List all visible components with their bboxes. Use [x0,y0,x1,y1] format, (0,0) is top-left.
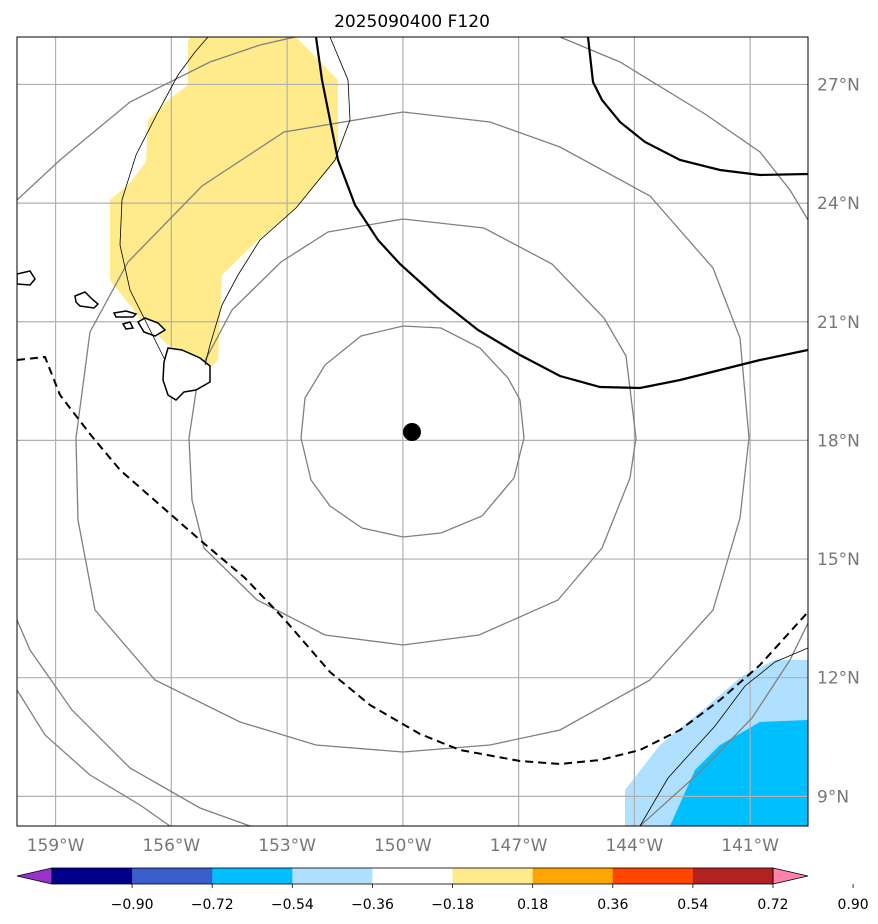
range-rings [17,37,808,826]
island-kauai [17,270,36,286]
solid-contour-northeast [586,37,808,177]
colorbar-segment [692,868,774,884]
lon-tick-label: 159°W [27,836,85,856]
colorbar-segment [612,868,694,884]
range-ring-5 [17,689,171,826]
lat-tick-label: 24°N [817,194,860,214]
boundary-lines [119,37,808,826]
colorbar-tick-labels: −0.90 −0.72 −0.54 −0.36 −0.18 0.18 0.36 0.54 0.7… [111,897,869,913]
lat-tick-label: 18°N [817,431,860,451]
colorbar-segment [372,868,454,884]
lon-tick-label: 147°W [490,836,548,856]
map-frame [16,36,809,827]
island-oahu [74,291,100,309]
colorbar-tick-label: 0.72 [757,897,788,913]
island-molokai [112,310,138,318]
lon-tick-label: 141°W [721,836,779,856]
colorbar-tick-label: −0.90 [111,897,154,913]
lat-tick-label: 12°N [817,669,860,689]
dashed-contour-lines [17,355,808,766]
storm-center-marker [403,423,421,441]
range-ring-2 [188,218,637,646]
lon-tick-label: 153°W [258,836,316,856]
lat-tick-label: 27°N [817,75,860,95]
lat-tick-label: 21°N [817,313,860,333]
island-hawaii [162,347,211,401]
colorbar-extend-low [16,867,53,885]
colorbar-segment [212,868,293,884]
colorbar-tick-label: −0.54 [271,897,314,913]
range-ring-4 [17,37,808,826]
lat-tick-label: 9°N [817,787,849,807]
colorbar-segment [292,868,373,884]
lat-tick-label: 15°N [817,550,860,570]
colorbar-tick-label: −0.72 [191,897,234,913]
coastlines [17,270,211,401]
dashed-contour [17,355,808,766]
colorbar-segment [52,868,133,884]
island-maui [136,317,167,337]
colorbar-tick-label: −0.36 [351,897,394,913]
range-ring-1 [300,325,525,538]
negative-anomaly-region-medium [670,720,808,826]
colorbar-tick-label: −0.18 [431,897,474,913]
solid-contour-lines [314,37,808,390]
colorbar-segment [132,868,213,884]
lon-tick-label: 150°W [374,836,432,856]
colorbar-tick-label: 0.18 [517,897,548,913]
solid-contour-west [314,37,808,390]
colorbar-segment [532,868,614,884]
colorbar-extend-high [772,867,809,885]
lon-tick-label: 156°W [142,836,200,856]
colorbar-segment [452,868,534,884]
island-lanai [121,321,135,330]
colorbar-tick-label: 0.54 [677,897,708,913]
colorbar [16,867,854,888]
colorbar-outline [51,867,774,885]
colorbar-tick-label: 0.90 [838,897,869,913]
range-ring-3 [75,111,750,753]
colorbar-tick-label: 0.36 [597,897,628,913]
longitude-labels: 159°W 156°W 153°W 150°W 147°W 144°W 141°W [27,836,779,856]
map-title: 2025090400 F120 [334,12,490,32]
lon-tick-label: 144°W [605,836,663,856]
latitude-labels: 27°N 24°N 21°N 18°N 15°N 12°N 9°N [817,75,860,807]
